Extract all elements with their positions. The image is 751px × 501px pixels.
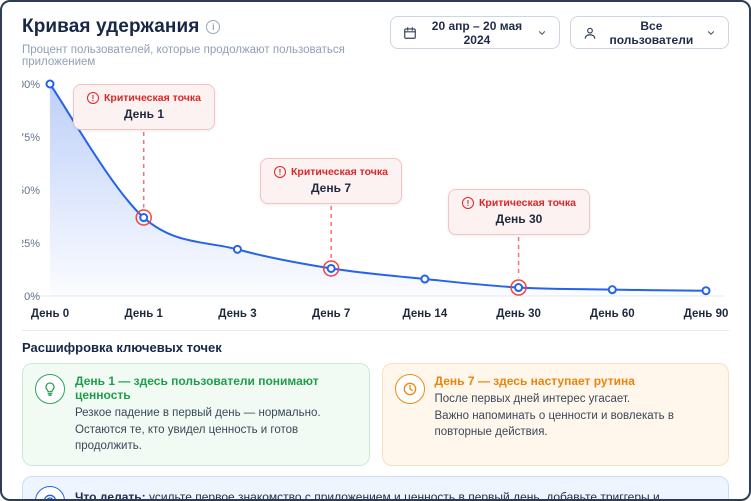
date-range-picker[interactable]: 20 апр – 20 мая 2024 [390, 16, 560, 49]
y-tick-label: 0% [24, 291, 40, 303]
card-title: День 7 — здесь наступает рутина [434, 374, 635, 388]
action-text: Что делать: усильте первое знакомство с … [75, 486, 716, 501]
user-icon [583, 26, 597, 40]
info-icon[interactable]: i [206, 20, 221, 34]
card-line: Остаются те, кто увидел ценность и готов… [75, 423, 299, 453]
insight-cards: День 1 — здесь пользователи понимают цен… [22, 363, 729, 467]
x-tick-label: День 90 [684, 308, 729, 320]
critical-point-callout-day7: ! Критическая точка День 7 [260, 158, 402, 204]
card-line: После первых дней интерес угасает. [434, 393, 631, 405]
page-title: Кривая удержания [22, 16, 200, 37]
card-line: Резкое падение в первый день — нормально… [75, 407, 321, 419]
x-tick-label: День 3 [218, 308, 256, 320]
data-point[interactable] [326, 263, 336, 273]
x-tick-label: День 60 [590, 308, 635, 320]
recommendations-card: Что делать: усильте первое знакомство с … [22, 476, 729, 501]
target-icon [35, 486, 65, 499]
header-left: Кривая удержания i Процент пользователей… [22, 16, 390, 68]
y-tick-label: 50% [22, 185, 40, 197]
audience-label: Все пользователи [609, 18, 694, 47]
warning-circle-icon: ! [274, 166, 286, 178]
callout-day: День 7 [310, 181, 351, 195]
data-point[interactable] [139, 213, 149, 223]
data-point[interactable] [701, 286, 711, 296]
x-tick-label: День 30 [496, 308, 541, 320]
critical-point-callout-day1: ! Критическая точка День 1 [73, 84, 215, 130]
critical-point-callout-day30: ! Критическая точка День 30 [448, 189, 590, 235]
card-text: День 1 — здесь пользователи понимают цен… [75, 374, 357, 455]
y-tick-label: 25% [22, 238, 40, 250]
action-body: усильте первое знакомство с приложением … [148, 490, 660, 501]
warning-circle-icon: ! [87, 92, 99, 104]
card-line: Важно напоминать о ценности и вовлекать … [434, 409, 674, 439]
x-tick-label: День 1 [125, 308, 164, 320]
action-label: Что делать: [75, 490, 146, 501]
day1-insight-card: День 1 — здесь пользователи понимают цен… [22, 363, 370, 467]
y-tick-label: 100% [22, 79, 40, 91]
critical-point-ring [322, 260, 340, 277]
page-subtitle: Процент пользователей, которые продолжаю… [22, 44, 345, 68]
x-tick-label: День 14 [402, 308, 447, 320]
chevron-down-icon [537, 28, 547, 38]
audience-filter[interactable]: Все пользователи [569, 16, 729, 49]
callout-day: День 1 [123, 107, 164, 121]
calendar-icon [403, 26, 417, 40]
divider [22, 330, 729, 331]
callout-day: День 30 [495, 212, 543, 226]
header-controls: 20 апр – 20 мая 2024 Все пользователи [390, 16, 729, 49]
data-point[interactable] [45, 79, 55, 89]
data-point[interactable] [420, 274, 430, 284]
lightbulb-icon [35, 374, 65, 404]
area-fill [50, 84, 706, 296]
date-range-label: 20 апр – 20 мая 2024 [431, 18, 523, 47]
y-tick-label: 75% [22, 132, 40, 144]
warning-circle-icon: ! [462, 197, 474, 209]
data-point[interactable] [232, 244, 242, 254]
header: Кривая удержания i Процент пользователей… [22, 16, 729, 68]
chevron-down-icon [706, 28, 716, 38]
clock-icon [394, 374, 425, 404]
callout-label: Критическая точка [104, 92, 201, 104]
callout-label: Критическая точка [291, 166, 388, 178]
section-title: Расшифровка ключевых точек [22, 340, 222, 355]
critical-point-ring [135, 209, 152, 226]
critical-point-ring [510, 279, 527, 296]
x-tick-label: День 0 [31, 308, 69, 320]
card-text: День 7 — здесь наступает рутина После пе… [435, 374, 717, 441]
retention-chart-svg: 100% 75% 50% 25% 0% День 0 День 1 День 3 День 7 Д… [22, 79, 729, 320]
retention-chart: 100% 75% 50% 25% 0% День 0 День 1 День 3 День 7 Д… [22, 74, 729, 324]
data-point[interactable] [607, 285, 617, 295]
callout-label: Критическая точка [479, 197, 576, 209]
data-point[interactable] [514, 283, 524, 293]
day7-insight-card: День 7 — здесь наступает рутина После пе… [381, 363, 729, 467]
x-tick-label: День 7 [312, 308, 350, 320]
card-title: День 1 — здесь пользователи понимают цен… [75, 374, 319, 402]
